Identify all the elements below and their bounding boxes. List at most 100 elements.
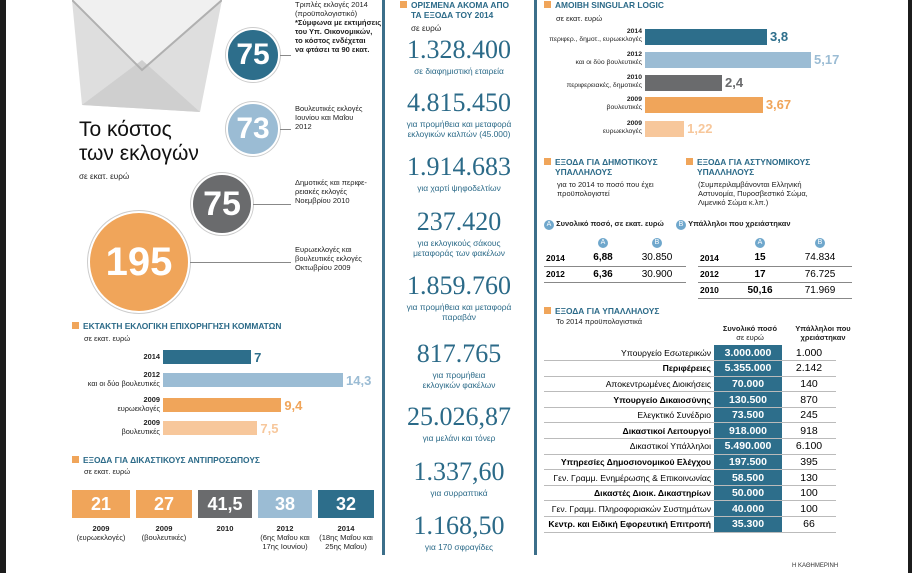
police-year: 2012	[698, 266, 732, 283]
judicial-year-line: 2009	[92, 524, 110, 533]
police-header-cell: A	[732, 234, 788, 250]
middle-desc: για προμήθεια εκλογικών φακέλων	[384, 370, 534, 390]
singular-bar-label-line: περιφερ., δημοτ., ευρωεκλογές	[549, 36, 642, 43]
cost-label-line: Νοεμβρίου 2010	[295, 196, 350, 205]
party-bar-value: 14,3	[346, 373, 372, 388]
table-row: Υπουργείο Δικαιοσύνης 130.500 870	[544, 391, 836, 408]
cost-label-line: Οκτωβρίου 2009	[295, 263, 351, 272]
legend-a-badge: A	[544, 220, 554, 230]
singular-bar-value: 5,17	[814, 52, 840, 67]
municipal-value-a: 6,88	[578, 250, 628, 267]
party-bar-label-line: ευρωεκλογές	[117, 403, 160, 413]
party-bar-value: 9,4	[284, 398, 303, 413]
middle-desc: για εκλογικούς σάκους μεταφοράς των φακέλ…	[384, 238, 534, 258]
singular-bar-label-line: βουλευτικές	[606, 104, 642, 111]
singular-bar-value: 3,67	[765, 97, 792, 112]
cost-label-line: Ιουνίου και Μαΐου	[295, 113, 354, 122]
singular-bar	[645, 75, 723, 91]
judicial-sub-line: (18ης Μαΐου και	[319, 533, 373, 542]
singular-bar	[645, 52, 811, 68]
middle-desc-line: για εκλογικούς σάκους	[417, 238, 501, 248]
judicial-year: 2014 (18ης Μαΐου και 25ης Μαΐου)	[314, 524, 378, 551]
municipal-header-cell: B	[628, 234, 686, 250]
singular-bar-label-line: ευρωεκλογές	[602, 128, 642, 135]
party-bar	[163, 421, 258, 435]
cost-label-line: ρειακές εκλογές	[295, 187, 348, 196]
middle-desc-line: για μελάνι και τόνερ	[422, 433, 496, 443]
party-bar-label-line: 2014	[143, 352, 160, 361]
employee-name: Δικαστές Διοικ. Δικαστηρίων	[544, 485, 714, 502]
employee-count: 66	[782, 516, 836, 533]
singular-bar-label-line: 2009	[626, 96, 642, 103]
middle-value: 25.026,87	[407, 402, 511, 431]
singular-title: ΑΜΟΙΒΗ SINGULAR LOGIC	[544, 0, 664, 10]
municipal-year: 2012	[544, 266, 578, 283]
judicial-year: 2009 (βουλευτικές)	[132, 524, 196, 542]
employee-name: Υπουργείο Εσωτερικών	[544, 345, 714, 362]
envelope-icon	[72, 0, 222, 112]
middle-value: 1.337,60	[413, 457, 505, 486]
municipal-header-badge: A	[598, 238, 608, 248]
middle-value: 4.815.450	[407, 88, 511, 117]
judicial-year-line: 2012	[276, 524, 294, 533]
middle-desc-line: παραβάν	[442, 312, 476, 322]
divider-right	[534, 0, 537, 555]
middle-desc-line: για 170 σφραγίδες	[424, 542, 494, 552]
table-row: Γεν. Γραμμ. Ενημέρωσης & Επικοινωνίας 58.…	[544, 469, 836, 486]
employee-name: Κεντρ. και Ειδική Εφορευτική Επιτροπή	[544, 516, 714, 533]
party-bar-label-line: 2009	[143, 418, 160, 427]
cost-circle: 75	[191, 173, 253, 235]
judicial-box: 41,5	[198, 490, 252, 518]
employee-count: 2.142	[782, 360, 836, 377]
municipal-header-cell: A	[578, 234, 628, 250]
employee-count: 1.000	[782, 345, 836, 362]
singular-bar-label-line: και οι δύο βουλευτικές	[575, 59, 642, 66]
table-row: Αποκεντρωμένες Διοικήσεις 70.000 140	[544, 376, 836, 393]
judicial-box: 21	[72, 490, 130, 518]
party-bar-value: 7,5	[260, 421, 279, 436]
singular-bar	[645, 121, 685, 137]
table-row: Δικαστές Διοικ. Δικαστηρίων 50.000 100	[544, 485, 836, 502]
judicial-year-line: 2009	[155, 524, 173, 533]
employee-name: Υπουργείο Δικαιοσύνης	[544, 391, 714, 408]
cost-label-line: Βουλευτικές εκλογές	[295, 104, 363, 113]
judicial-sub-line: (βουλευτικές)	[141, 533, 187, 542]
police-year: 2010	[698, 282, 732, 299]
singular-bar-value: 1,22	[687, 121, 713, 136]
singular-bar-label: 2009 βουλευτικές	[530, 96, 642, 112]
employees-col1-header: Συνολικό ποσό σε ευρώ	[722, 324, 778, 342]
police-header-cell	[698, 234, 732, 250]
divider-left	[382, 0, 385, 555]
municipal-note: για το 2014 το ποσό που έχει προϋπολογιστ…	[557, 180, 654, 198]
judicial-year-line: 2014	[337, 524, 355, 533]
police-grid: A B 2014 15 74.834 2012 17 76.725 2010 50,16 71.96…	[698, 234, 852, 299]
middle-value: 1.168,50	[413, 511, 505, 540]
cost-label-line: (προϋπολογιστικό)	[295, 9, 358, 18]
employee-name: Δικαστικοί Υπάλληλοι	[544, 438, 714, 455]
police-note: (Συμπεριλαμβάνονται Ελληνική Αστυνομία, Π…	[698, 180, 808, 207]
middle-value: 1.328.400	[407, 35, 511, 64]
party-bar	[163, 373, 343, 387]
employees-note: Το 2014 προϋπολογιστικά	[556, 317, 643, 326]
judicial-sub-line: (6ης Μαΐου και	[260, 533, 310, 542]
police-value-b: 76.725	[788, 266, 852, 283]
singular-bar-label: 2014 περιφερ., δημοτ., ευρωεκλογές	[530, 28, 642, 44]
singular-bar-label-line: περιφερειακές, δημοτικές	[566, 82, 642, 89]
middle-value: 1.859.760	[407, 271, 511, 300]
municipal-header-badge: B	[652, 238, 662, 248]
singular-bar-value: 3,8	[770, 29, 789, 44]
middle-desc-line: για χαρτί ψηφοδελτίων	[417, 183, 501, 193]
singular-bar-label-line: 2009	[626, 120, 642, 127]
municipal-row: 2012 6,36 30.900	[544, 266, 686, 283]
middle-desc-line: για προμήθεια και μεταφορά	[406, 119, 512, 129]
police-title: ΕΞΟΔΑ ΓΙΑ ΑΣΤΥΝΟΜΙΚΟΥΣ ΥΠΑΛΛΗΛΟΥΣ	[686, 157, 836, 177]
cost-note-line: του Υπ. Οικονομικών,	[295, 27, 373, 36]
employee-total: 40.000	[714, 500, 782, 518]
middle-value: 237.420	[416, 207, 502, 236]
legend-b-badge: B	[676, 220, 686, 230]
middle-value: 1.914.683	[407, 152, 511, 181]
connector-line	[190, 262, 291, 263]
cost-label: Τριπλές εκλογές 2014 (προϋπολογιστικό) *Σύ…	[295, 0, 390, 54]
cost-label: Βουλευτικές εκλογές Ιουνίου και Μαΐου 2012	[295, 104, 390, 131]
employee-total: 5.355.000	[714, 360, 782, 377]
